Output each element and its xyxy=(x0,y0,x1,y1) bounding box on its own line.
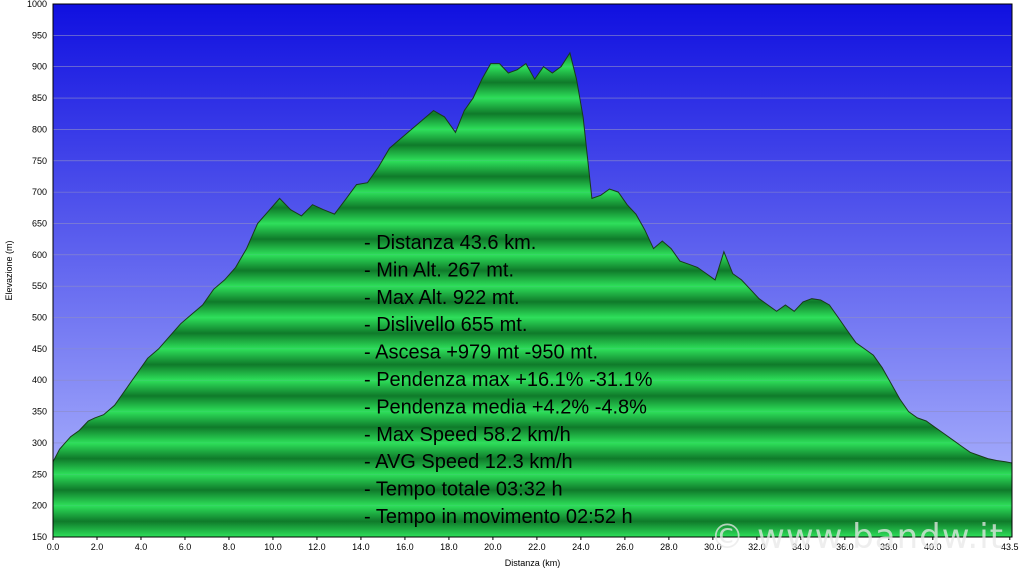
x-tick-label: 16.0 xyxy=(396,542,414,552)
y-tick-label: 550 xyxy=(32,281,47,291)
y-tick-label: 450 xyxy=(32,344,47,354)
elevation-line xyxy=(52,51,1013,464)
area-band xyxy=(53,474,1012,506)
x-tick-label: 32.0 xyxy=(748,542,766,552)
y-tick-label: 350 xyxy=(32,407,47,417)
y-tick-label: 800 xyxy=(32,124,47,134)
x-tick-label: 6.0 xyxy=(179,542,192,552)
y-tick-label: 300 xyxy=(32,438,47,448)
x-tick-label: 43.5 xyxy=(1001,542,1019,552)
area-band xyxy=(53,442,1012,475)
y-tick-label: 900 xyxy=(32,62,47,72)
x-tick-label: 34.0 xyxy=(792,542,810,552)
y-tick-label: 200 xyxy=(32,501,47,511)
area-band xyxy=(53,505,1012,537)
x-tick-label: 8.0 xyxy=(223,542,236,552)
x-tick-label: 12.0 xyxy=(308,542,326,552)
x-tick-label: 14.0 xyxy=(352,542,370,552)
stat-line: - Dislivello 655 mt. xyxy=(364,314,527,336)
y-tick-label: 650 xyxy=(32,218,47,228)
x-tick-label: 40.0 xyxy=(924,542,942,552)
y-tick-label: 400 xyxy=(32,375,47,385)
x-tick-label: 26.0 xyxy=(616,542,634,552)
stat-line: - Tempo in movimento 02:52 h xyxy=(364,506,633,528)
stat-line: - Pendenza max +16.1% -31.1% xyxy=(364,369,653,391)
y-tick-label: 850 xyxy=(32,93,47,103)
y-tick-label: 1000 xyxy=(27,0,47,9)
x-tick-label: 38.0 xyxy=(880,542,898,552)
x-tick-label: 28.0 xyxy=(660,542,678,552)
y-tick-label: 750 xyxy=(32,156,47,166)
x-tick-label: 20.0 xyxy=(484,542,502,552)
plot-frame xyxy=(52,3,1013,538)
watermark: © www.bandw.it xyxy=(710,517,1004,557)
stat-line: - Min Alt. 267 mt. xyxy=(364,259,514,281)
y-tick-label: 700 xyxy=(32,187,47,197)
y-tick-label: 500 xyxy=(32,313,47,323)
x-tick-label: 2.0 xyxy=(91,542,104,552)
x-axis-ticks: 0.0 2.0 4.0 6.0 8.0 10.0 12.0 14.0 16.0 18.0 20.0 2… xyxy=(47,537,1019,552)
x-tick-label: 10.0 xyxy=(264,542,282,552)
x-tick-label: 22.0 xyxy=(528,542,546,552)
stat-line: - Max Speed 58.2 km/h xyxy=(364,424,571,446)
x-tick-label: 24.0 xyxy=(572,542,590,552)
y-tick-label: 600 xyxy=(32,250,47,260)
x-tick-label: 0.0 xyxy=(47,542,60,552)
stat-line: - Max Alt. 922 mt. xyxy=(364,287,520,309)
y-tick-label: 250 xyxy=(32,469,47,479)
route-stats: - Distanza 43.6 km. - Min Alt. 267 mt. - M… xyxy=(364,232,653,528)
x-tick-label: 36.0 xyxy=(836,542,854,552)
y-tick-label: 150 xyxy=(32,532,47,542)
stat-line: - AVG Speed 12.3 km/h xyxy=(364,451,573,473)
area-band xyxy=(53,348,1012,381)
x-tick-label: 18.0 xyxy=(440,542,458,552)
stat-line: - Distanza 43.6 km. xyxy=(364,232,536,254)
area-band xyxy=(53,411,1012,443)
stat-line: - Ascesa +979 mt -950 mt. xyxy=(364,342,598,364)
y-axis-ticks: 150 200 250 300 350 400 450 500 550 600 650 700 750 8… xyxy=(27,0,47,542)
y-axis-title: Elevazione (m) xyxy=(4,240,14,300)
area-band xyxy=(53,380,1012,412)
x-axis-title: Distanza (km) xyxy=(505,558,561,568)
stat-line: - Tempo totale 03:32 h xyxy=(364,479,563,501)
x-tick-label: 4.0 xyxy=(135,542,148,552)
y-tick-label: 950 xyxy=(32,30,47,40)
x-tick-label: 30.0 xyxy=(704,542,722,552)
stat-line: - Pendenza media +4.2% -4.8% xyxy=(364,396,647,418)
